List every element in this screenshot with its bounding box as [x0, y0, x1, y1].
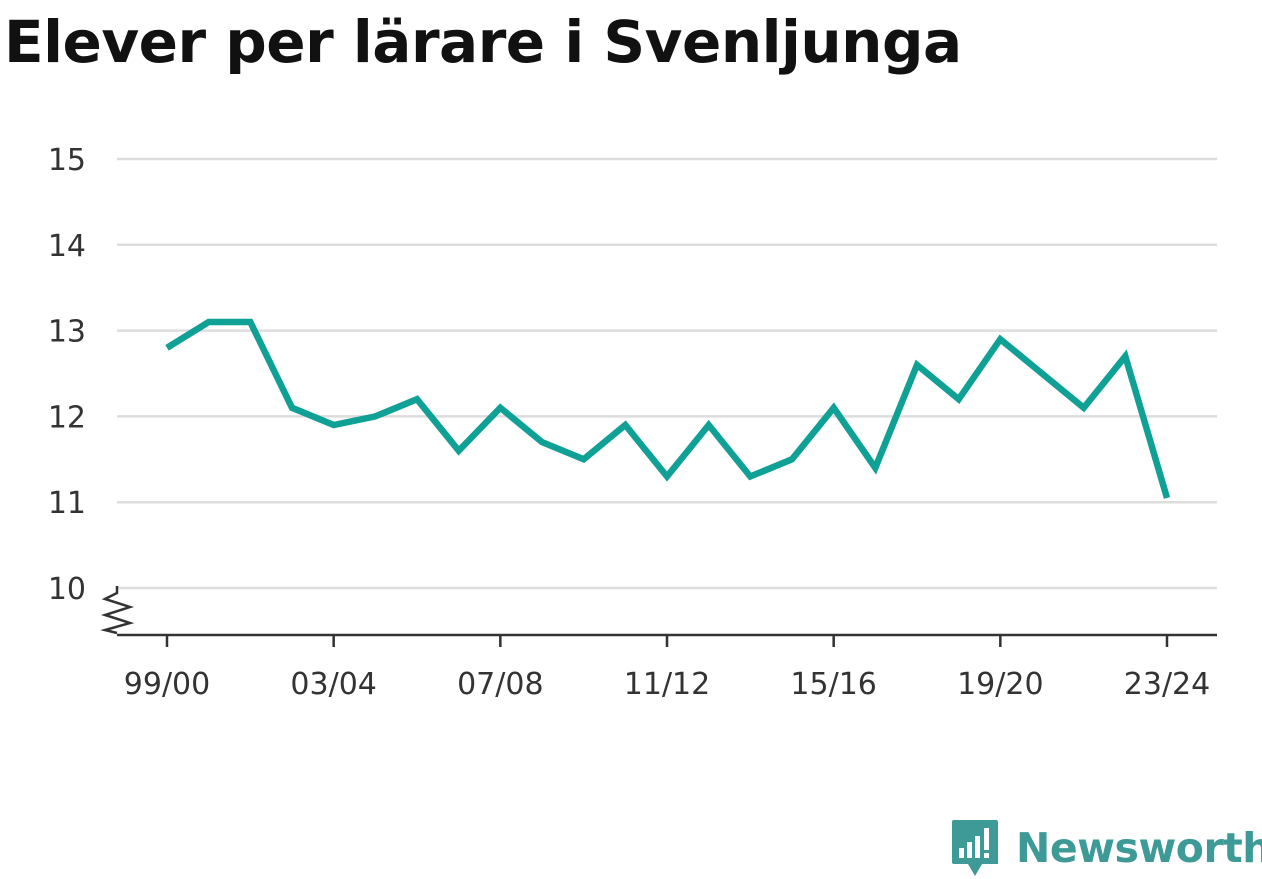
newsworthy-logo-icon	[952, 820, 998, 876]
y-tick-label: 10	[48, 572, 86, 607]
grid-lines	[117, 157, 1217, 590]
x-tick-label: 11/12	[624, 667, 710, 702]
axis-break-icon	[100, 586, 135, 635]
y-axis-labels: 10 11 12 13 14 15	[48, 143, 86, 607]
x-axis-ticks	[165, 635, 1169, 647]
y-tick-label: 15	[48, 143, 86, 178]
series-line	[165, 318, 1171, 499]
y-tick-label: 14	[48, 229, 86, 264]
brand-logo: Newsworthy	[950, 818, 1262, 878]
y-tick-label: 12	[48, 400, 86, 435]
y-tick-label: 11	[48, 486, 86, 521]
x-tick-label: 23/24	[1124, 667, 1210, 702]
x-axis-labels: 99/00 03/04 07/08 11/12 15/16 19/20 23/24	[124, 667, 1210, 702]
x-tick-label: 99/00	[124, 667, 210, 702]
x-tick-label: 07/08	[457, 667, 543, 702]
x-tick-label: 19/20	[957, 667, 1043, 702]
y-tick-label: 13	[48, 315, 86, 350]
x-tick-label: 15/16	[790, 667, 876, 702]
brand-name: Newsworthy	[1016, 824, 1262, 872]
x-tick-label: 03/04	[290, 667, 376, 702]
page-title: Elever per lärare i Svenljunga	[4, 8, 962, 76]
